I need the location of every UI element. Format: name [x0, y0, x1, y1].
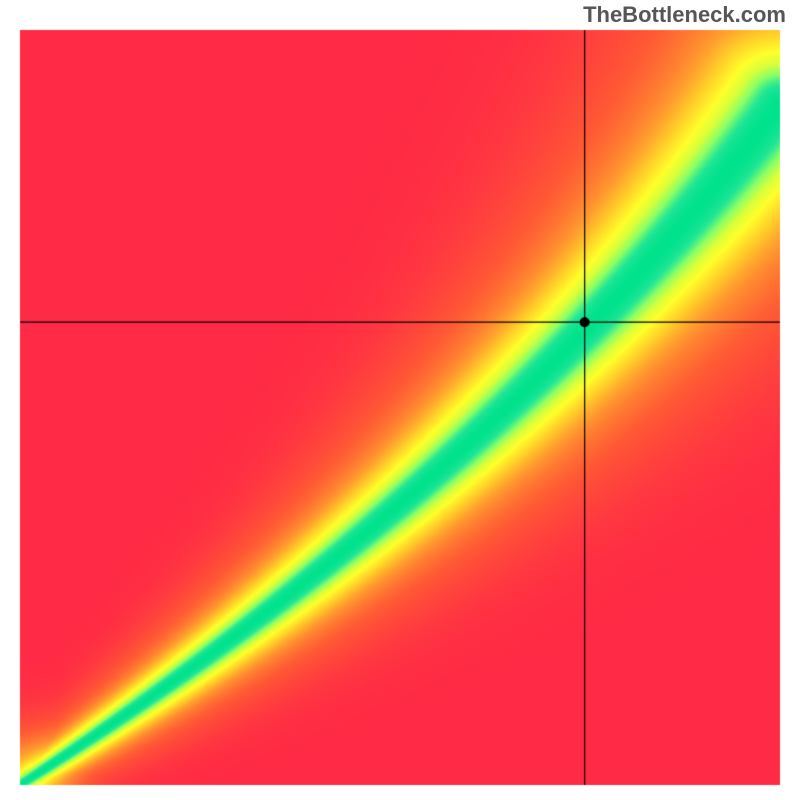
- chart-container: TheBottleneck.com: [0, 0, 800, 800]
- watermark-text: TheBottleneck.com: [583, 2, 786, 28]
- heatmap-canvas: [0, 0, 800, 800]
